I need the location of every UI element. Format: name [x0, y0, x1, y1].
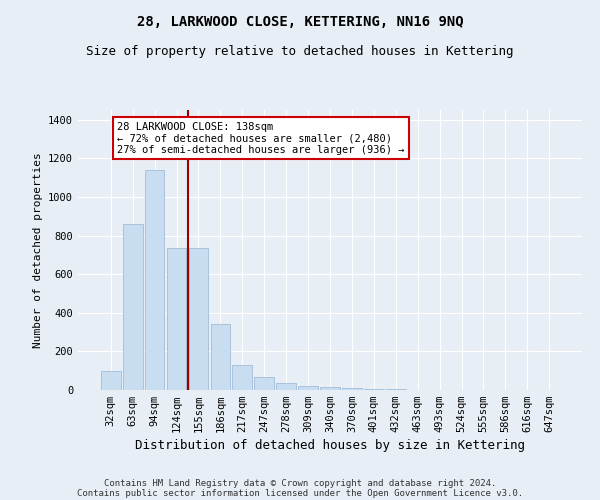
Bar	[342, 388, 362, 390]
Bar	[320, 387, 340, 390]
Y-axis label: Number of detached properties: Number of detached properties	[32, 152, 43, 348]
Text: 28, LARKWOOD CLOSE, KETTERING, NN16 9NQ: 28, LARKWOOD CLOSE, KETTERING, NN16 9NQ	[137, 15, 463, 29]
Bar	[276, 383, 296, 390]
Text: Contains public sector information licensed under the Open Government Licence v3: Contains public sector information licen…	[77, 488, 523, 498]
Text: 28 LARKWOOD CLOSE: 138sqm
← 72% of detached houses are smaller (2,480)
27% of se: 28 LARKWOOD CLOSE: 138sqm ← 72% of detac…	[118, 122, 405, 155]
Bar	[167, 248, 187, 390]
Bar	[145, 170, 164, 390]
Bar	[211, 324, 230, 390]
Bar	[254, 378, 274, 390]
Bar	[364, 389, 384, 390]
Bar	[232, 365, 252, 390]
Bar	[188, 248, 208, 390]
Bar	[123, 224, 143, 390]
Text: Contains HM Land Registry data © Crown copyright and database right 2024.: Contains HM Land Registry data © Crown c…	[104, 478, 496, 488]
X-axis label: Distribution of detached houses by size in Kettering: Distribution of detached houses by size …	[135, 440, 525, 452]
Bar	[101, 370, 121, 390]
Bar	[298, 386, 318, 390]
Text: Size of property relative to detached houses in Kettering: Size of property relative to detached ho…	[86, 45, 514, 58]
